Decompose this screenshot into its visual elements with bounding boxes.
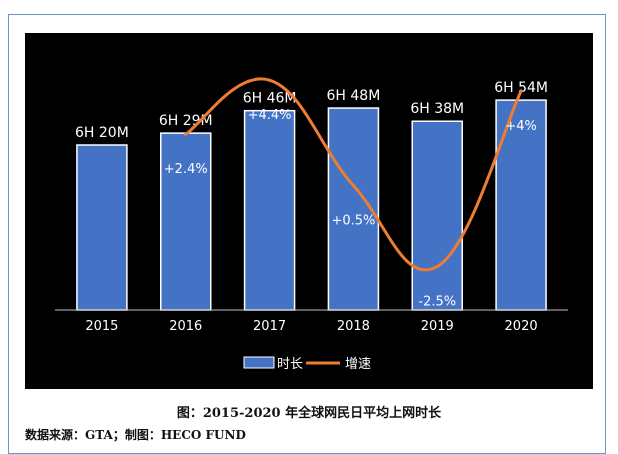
- growth-point-2017: [268, 78, 272, 82]
- bar-value-label: 6H 46M: [243, 91, 297, 107]
- growth-value-label: +2.4%: [164, 162, 208, 177]
- figure-caption: 图：2015-2020 年全球网民日平均上网时长: [176, 406, 442, 421]
- bar-value-label: 6H 20M: [75, 125, 129, 141]
- bar-2019: [411, 120, 463, 311]
- bar-2015: [76, 144, 128, 311]
- bar-value-label: 6H 54M: [494, 80, 548, 96]
- bar-value-label: 6H 38M: [410, 101, 464, 117]
- data-source-note: 数据来源：GTA；制图：HECO FUND: [25, 428, 246, 442]
- bar-2017: [243, 109, 296, 311]
- growth-value-label: +4.4%: [248, 108, 292, 123]
- bar-value-label: 6H 48M: [327, 88, 381, 104]
- x-tick-label: 2015: [85, 319, 118, 334]
- x-tick-label: 2019: [421, 319, 454, 334]
- growth-point-2018: [351, 184, 355, 187]
- growth-point-2016: [184, 132, 188, 136]
- legend-label-line: 增速: [345, 357, 371, 372]
- bar-value-label: 6H 29M: [159, 113, 213, 129]
- legend-swatch-bar: [243, 356, 275, 369]
- x-tick-label: 2016: [169, 319, 202, 334]
- bar-2016: [160, 132, 212, 311]
- chart-panel: 6H 20M 6H 29M 6H 46M 6H 48M 6H 38M 6H 54M 2015…: [25, 33, 593, 389]
- legend-label-bar: 时长: [277, 357, 303, 372]
- growth-line: [184, 77, 523, 272]
- chart-svg: 6H 20M 6H 29M 6H 46M 6H 48M 6H 38M 6H 54M 2015…: [55, 77, 568, 372]
- growth-value-label: -2.5%: [418, 295, 456, 310]
- x-tick-label: 2018: [337, 319, 370, 334]
- growth-value-label: +0.5%: [331, 214, 375, 229]
- growth-point-2020: [519, 89, 523, 93]
- growth-value-label: +4%: [505, 119, 537, 134]
- x-tick-label: 2020: [505, 319, 538, 334]
- growth-point-2019: [435, 265, 439, 268]
- x-tick-label: 2017: [253, 319, 286, 334]
